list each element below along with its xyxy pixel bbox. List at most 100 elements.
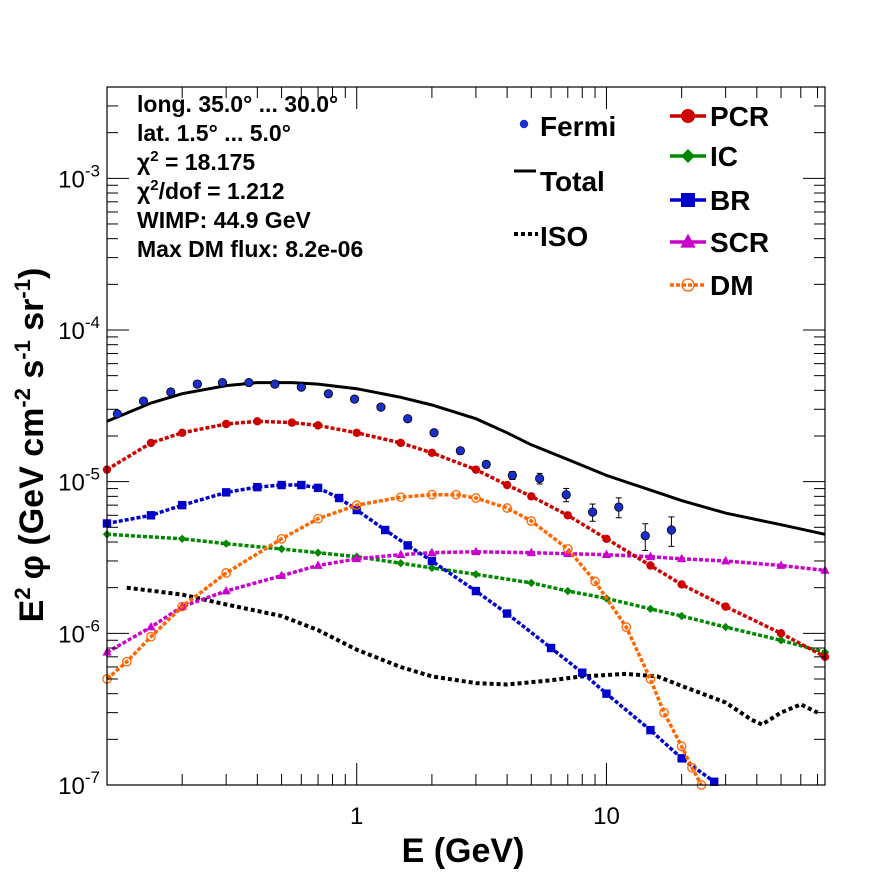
legend-label: PCR xyxy=(710,101,769,132)
series-dm-point xyxy=(562,544,573,554)
legend-item-fermi: Fermi xyxy=(519,111,616,142)
series-scr-point xyxy=(601,549,612,559)
legend-item-ic: IC xyxy=(670,141,738,172)
series-br-point xyxy=(313,483,323,493)
fermi-point xyxy=(217,377,228,388)
series-pcr-point xyxy=(563,511,572,520)
fit-info-box: long. 35.0° ... 30.0° lat. 1.5° ... 5.0°… xyxy=(137,91,363,262)
series-scr-point xyxy=(276,570,287,580)
series-dm-point xyxy=(687,762,697,773)
series-pcr-point xyxy=(352,428,361,437)
series-ic-point xyxy=(527,578,536,588)
series-br-point xyxy=(471,586,481,596)
series-pcr-point xyxy=(313,421,323,430)
legend-label: Total xyxy=(540,166,605,197)
series-br-point xyxy=(403,541,412,550)
y-axis-title: E2φ (GeV cm-2 s-1 sr-1) xyxy=(10,268,51,623)
series-dm-point xyxy=(395,492,406,503)
series-br-line xyxy=(106,483,716,784)
series-dm-point xyxy=(313,513,323,524)
info-wimp-mass: WIMP: 44.9 GeV xyxy=(137,207,311,233)
series-ic-point xyxy=(396,558,405,568)
fermi-point xyxy=(429,428,439,438)
series-ic-point xyxy=(427,563,437,573)
fermi-point xyxy=(455,446,465,456)
legend-br-marker xyxy=(681,193,695,207)
series-br-point xyxy=(334,493,344,503)
series-br-point xyxy=(677,754,686,763)
series-total-line xyxy=(106,381,826,536)
series-pcr-point xyxy=(646,561,655,570)
series-br-point xyxy=(546,643,556,653)
x-axis-title: E (GeV) xyxy=(402,832,525,870)
fermi-point xyxy=(323,389,333,399)
legend-label: Fermi xyxy=(540,111,616,142)
legend: Fermi Total ISO PCR IC BR SCR DM xyxy=(514,101,769,301)
info-chi2: χ2 = 18.175 xyxy=(137,148,255,175)
series-ic-point xyxy=(721,622,730,632)
y-tick-label: 10-4 xyxy=(58,313,100,345)
series-scr-point xyxy=(221,586,231,595)
series-br-point xyxy=(709,777,719,786)
series-pcr-point xyxy=(253,417,262,426)
series-scr-point xyxy=(526,547,536,557)
fermi-point xyxy=(349,394,360,404)
series-br-point xyxy=(602,689,611,698)
series-ic-point xyxy=(677,611,686,621)
series-scr-point xyxy=(427,547,437,557)
fermi-point xyxy=(481,459,491,469)
series-ic-point xyxy=(277,544,286,554)
series-ic-point xyxy=(313,548,323,557)
fermi-point xyxy=(296,382,306,392)
series-ic-point xyxy=(221,539,231,548)
series-ic-line xyxy=(106,532,826,654)
series-pcr-point xyxy=(677,580,686,589)
axes-layer: 10-7 10-6 10-5 10-4 10-3 1 10 xyxy=(58,86,826,830)
series-br xyxy=(102,480,719,786)
series-scr-point xyxy=(313,560,323,569)
series-pcr-point xyxy=(776,629,786,638)
y-tick-label: 10-5 xyxy=(58,465,100,497)
series-scr-point xyxy=(677,553,687,563)
series-scr-point xyxy=(352,553,362,563)
series-br-point xyxy=(646,725,655,735)
series-br-point xyxy=(352,505,361,515)
legend-pcr-marker xyxy=(681,109,695,123)
legend-item-dm: DM xyxy=(670,270,754,301)
series-dm-point xyxy=(146,631,156,642)
fermi-point xyxy=(588,507,598,517)
info-longitude: long. 35.0° ... 30.0° xyxy=(137,91,338,117)
series-scr-line xyxy=(106,550,826,654)
fermi-point xyxy=(507,470,517,480)
legend-label: ISO xyxy=(540,221,588,252)
series-br-point xyxy=(427,556,437,566)
series-ic-point xyxy=(471,570,481,579)
legend-label: IC xyxy=(710,141,738,172)
fermi-point xyxy=(614,502,624,512)
series-pcr-line xyxy=(106,419,826,659)
series-pcr-point xyxy=(427,448,437,457)
series-dm-point xyxy=(221,568,232,578)
fermi-point xyxy=(535,473,545,484)
fermi-point xyxy=(112,409,122,419)
series-pcr-point xyxy=(146,438,156,448)
series-br-point xyxy=(297,480,306,490)
series-dm-point xyxy=(621,622,632,632)
legend-label: SCR xyxy=(710,227,769,258)
info-latitude: lat. 1.5° ... 5.0° xyxy=(137,120,291,146)
series-iso xyxy=(126,585,819,727)
info-max-dm-flux: Max DM flux: 8.2e-06 xyxy=(137,236,363,262)
series-br-point xyxy=(277,480,286,490)
legend-item-iso: ISO xyxy=(514,221,588,252)
fermi-point xyxy=(270,379,280,389)
series-dm-line xyxy=(105,492,703,786)
series-br-point xyxy=(380,525,390,535)
series-dm-point xyxy=(451,489,461,500)
series-scr-point xyxy=(396,549,406,559)
series-dm-point xyxy=(502,503,512,513)
fermi-point xyxy=(244,377,254,388)
y-tick-label: 10-6 xyxy=(58,616,100,648)
y-tick-label: 10-7 xyxy=(58,768,100,800)
series-dm-point xyxy=(276,533,287,544)
